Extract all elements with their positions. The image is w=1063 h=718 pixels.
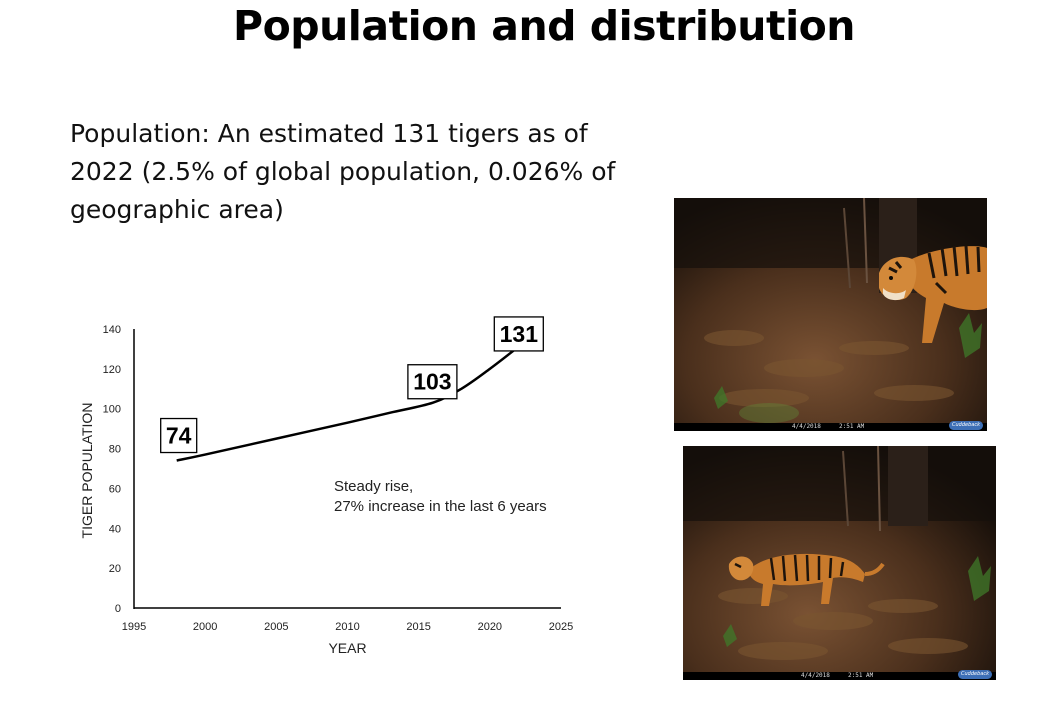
data-label-103: 103 xyxy=(407,364,458,400)
x-tick-label: 2005 xyxy=(264,621,288,633)
y-tick-label: 120 xyxy=(103,364,121,376)
chart-x-axis-label: YEAR xyxy=(328,640,366,656)
chart-ticks: 1995 2000 2005 2010 2015 2020 2025 0 20 40 60 80 100… xyxy=(103,324,574,633)
chart-y-axis-label: TIGER POPULATION xyxy=(79,403,95,539)
photo-2-date: 4/4/2018 xyxy=(801,672,830,679)
population-line-chart: 1995 2000 2005 2010 2015 2020 2025 0 20 40 60 80 100… xyxy=(79,316,574,656)
x-tick-label: 2000 xyxy=(193,621,217,633)
photo-1-date: 4/4/2018 xyxy=(792,423,821,430)
data-label-text: 131 xyxy=(500,321,539,347)
data-label-box xyxy=(160,417,198,454)
photo-1-timestamp-bar: 4/4/2018 2:51 AM xyxy=(674,423,987,431)
y-tick-label: 20 xyxy=(109,563,121,575)
x-tick-label: 2010 xyxy=(335,621,359,633)
data-label-box xyxy=(493,316,544,352)
photo-2-timestamp-bar: 4/4/2018 2:51 AM xyxy=(683,672,996,680)
camera-trap-photo-adult-tiger: 4/4/2018 2:51 AM Cuddeback xyxy=(674,198,987,431)
y-tick-label: 60 xyxy=(109,483,121,495)
slide-body-text: Population: An estimated 131 tigers as o… xyxy=(70,119,616,224)
photo-2-illustration xyxy=(683,446,996,680)
photo-1-illustration xyxy=(674,198,987,431)
chart-annotation-line-2: 27% increase in the last 6 years xyxy=(334,498,547,515)
x-tick-label: 2020 xyxy=(478,621,502,633)
x-tick-label: 1995 xyxy=(122,621,146,633)
chart-annotation: Steady rise, 27% increase in the last 6 … xyxy=(334,478,547,515)
photo-1-brand-logo: Cuddeback xyxy=(949,421,983,430)
y-tick-label: 0 xyxy=(115,603,121,615)
photo-2-brand-logo: Cuddeback xyxy=(958,670,992,679)
y-tick-label: 80 xyxy=(109,444,121,456)
x-tick-label: 2025 xyxy=(549,621,573,633)
slide-title: Population and distribution xyxy=(233,2,855,50)
data-label-text: 74 xyxy=(166,423,192,449)
data-label-131: 131 xyxy=(493,316,544,352)
chart-data-labels: 74 103 131 xyxy=(160,316,544,454)
chart-series-line xyxy=(176,345,520,462)
photo-1-time: 2:51 AM xyxy=(839,423,865,430)
chart-axes xyxy=(133,329,561,609)
tiger-adult xyxy=(879,245,987,343)
y-tick-label: 100 xyxy=(103,404,121,416)
data-label-text: 103 xyxy=(413,369,451,395)
camera-trap-photo-walking-tiger: 4/4/2018 2:51 AM Cuddeback xyxy=(683,446,996,680)
chart-annotation-line-1: Steady rise, xyxy=(334,478,413,495)
photo-2-time: 2:51 AM xyxy=(848,672,874,679)
data-label-74: 74 xyxy=(160,417,198,454)
x-tick-label: 2015 xyxy=(406,621,430,633)
y-tick-label: 140 xyxy=(103,324,121,336)
data-label-box xyxy=(407,364,458,400)
tiger-walking xyxy=(728,553,885,606)
y-tick-label: 40 xyxy=(109,523,121,535)
